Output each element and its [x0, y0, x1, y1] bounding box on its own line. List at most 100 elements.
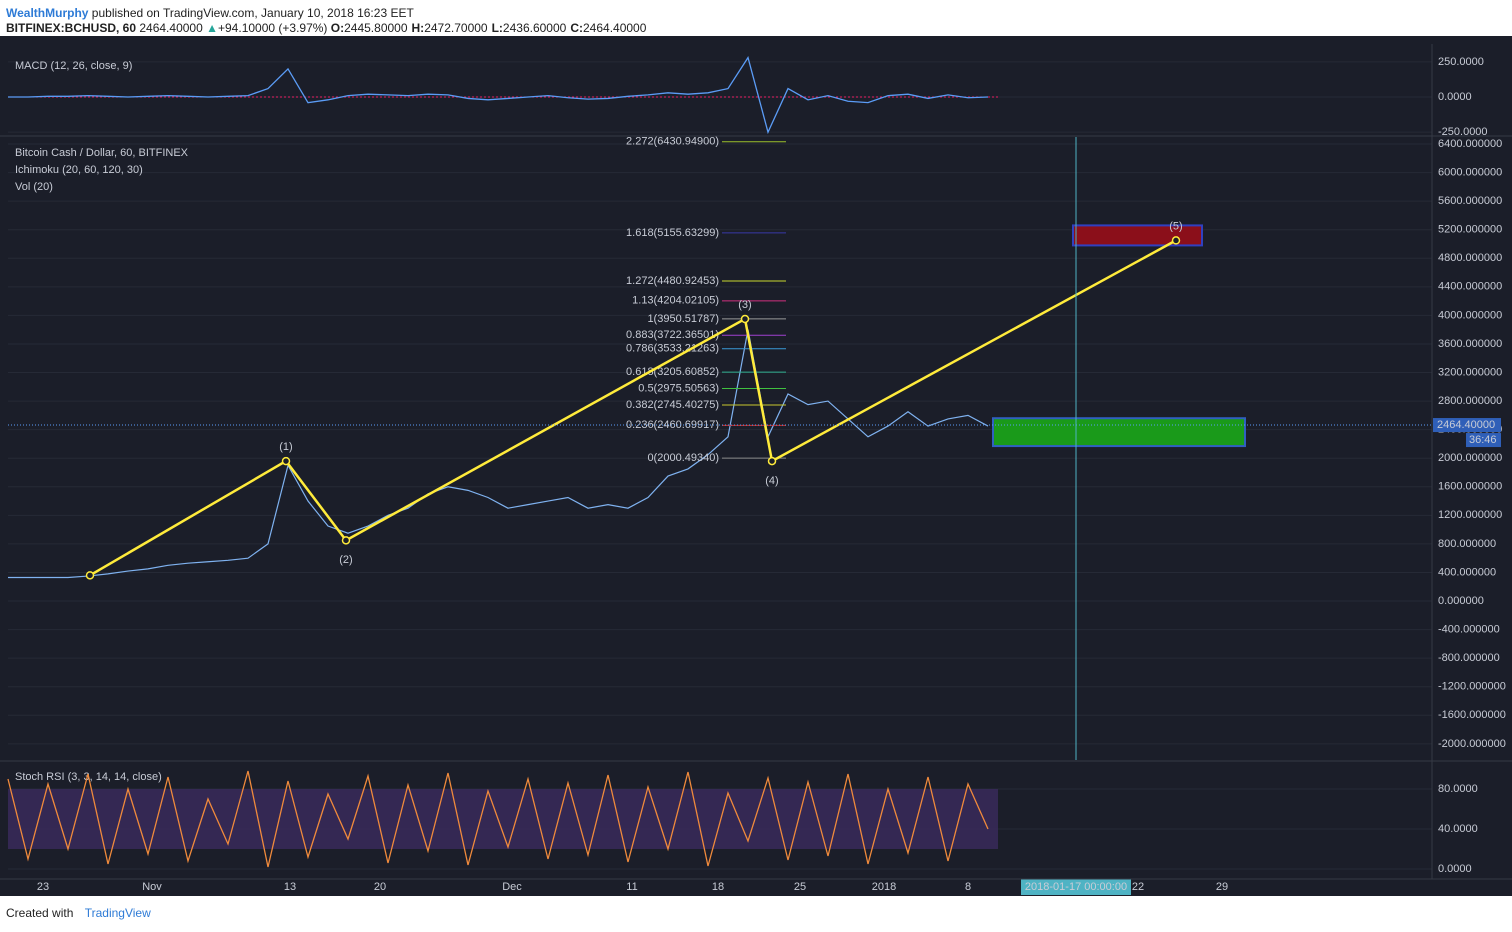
last-price-label: 2464.40000: [1437, 419, 1495, 431]
indicator-line: [7, 770, 989, 868]
background: [0, 36, 1512, 896]
wave-line: [89, 239, 1177, 577]
wave-label: (5): [1169, 220, 1182, 232]
published: published on TradingView.com, January 10…: [91, 6, 414, 20]
x-tick-label: 2018: [872, 881, 896, 893]
ohlc-label: H:: [411, 21, 425, 35]
crosshair-tag: [1021, 879, 1131, 895]
fib-label: 1.618(5155.63299): [626, 227, 719, 239]
x-tick-label: 8: [965, 881, 971, 893]
y-tick-label: 250.0000: [1438, 56, 1484, 68]
y-tick-label: 3600.000000: [1438, 338, 1502, 350]
ohlc-label: O:: [330, 21, 345, 35]
wave-point: [85, 571, 95, 580]
indicator-title: Vol (20): [15, 181, 53, 193]
x-tick-label: 22: [1132, 881, 1144, 893]
ohlc: O:2445.80000 H:2472.70000 L:2436.60000 C:24…: [331, 21, 651, 35]
fib-label: 1.272(4480.92453): [626, 275, 719, 287]
y-tick-label: -1600.000000: [1438, 709, 1506, 721]
countdown: 36:46: [1469, 434, 1497, 446]
y-tick-label: -800.000000: [1438, 652, 1500, 664]
wave-point: [767, 456, 777, 466]
ohlc-label: L:: [491, 21, 503, 35]
x-tick-label: 13: [284, 881, 296, 893]
y-tick-label: 1200.000000: [1438, 509, 1502, 521]
symbol-line: BITFINEX:BCHUSD, 60 2464.40000 ▲+94.1000…: [6, 19, 650, 38]
fib-label: 0.382(2745.40275): [626, 399, 719, 411]
target-zone: [1072, 224, 1203, 247]
fib-label: 1(3950.51787): [647, 313, 719, 325]
target-zone: [992, 417, 1246, 448]
last-price-tag: [1433, 418, 1501, 433]
y-tick-label: 2800.000000: [1438, 395, 1502, 407]
ohlc-value: 2464.40000: [583, 21, 647, 35]
x-tick-label: 18: [712, 881, 724, 893]
y-tick-label: 40.0000: [1438, 823, 1478, 835]
y-tick-label: 2000.000000: [1438, 452, 1502, 464]
header: WealthMurphy published on TradingView.co…: [6, 4, 650, 42]
countdown-tag: [1466, 433, 1501, 448]
x-tick-label: 11: [626, 881, 637, 893]
y-tick-label: 400.000000: [1438, 566, 1496, 578]
y-tick-label: 0.0000: [1438, 863, 1472, 875]
wave-label: (2): [339, 554, 352, 566]
time-axis: [0, 879, 1512, 896]
created: Created with: [6, 906, 74, 920]
y-tick-label: 5200.000000: [1438, 224, 1502, 236]
y-tick-label: 0.0000: [1438, 91, 1472, 103]
wave-label: (1): [279, 441, 292, 453]
fib-label: 0.618(3205.60852): [626, 366, 719, 378]
y-tick-label: 4400.000000: [1438, 281, 1502, 293]
y-tick-label: 4000.000000: [1438, 309, 1502, 321]
y-tick-label: -250.0000: [1438, 126, 1488, 138]
x-tick-label: 29: [1216, 881, 1228, 893]
fib-label: 1.13(4204.02105): [632, 295, 719, 307]
y-tick-label: -2000.000000: [1438, 738, 1506, 750]
y-tick-label: 0.000000: [1438, 595, 1484, 607]
y-tick-label: 80.0000: [1438, 783, 1478, 795]
fib-label: 2.272(6430.94900): [626, 136, 719, 148]
fib-label: 0.236(2460.69917): [626, 419, 719, 431]
symbol: BITFINEX:BCHUSD, 60: [6, 21, 137, 35]
indicator-title: Ichimoku (20, 60, 120, 30): [15, 164, 143, 176]
author[interactable]: WealthMurphy: [6, 6, 89, 20]
fib-label: 0.883(3722.36501): [626, 329, 719, 341]
ohlc-label: C:: [570, 21, 583, 35]
change: +94.10000 (+3.97%): [218, 21, 328, 35]
y-tick-label: -400.000000: [1438, 624, 1500, 636]
x-tick-label: Nov: [142, 881, 162, 893]
panel-title: Bitcoin Cash / Dollar, 60, BITFINEX: [15, 147, 189, 159]
brand[interactable]: TradingView: [84, 906, 151, 920]
indicator-line: [8, 56, 989, 135]
wave-point: [341, 536, 351, 545]
y-tick-label: 800.000000: [1438, 538, 1496, 550]
wave-point: [740, 314, 750, 324]
y-tick-label: 6400.000000: [1438, 138, 1502, 150]
y-tick-label: -1200.000000: [1438, 681, 1506, 693]
footer: Created with TradingView: [6, 906, 151, 920]
panel-title: MACD (12, 26, close, 9): [15, 60, 132, 72]
wave-point: [281, 456, 291, 466]
crosshair-label: 2018-01-17 00:00:00: [1025, 881, 1127, 893]
x-tick-label: Dec: [502, 881, 522, 893]
author-line: WealthMurphy published on TradingView.co…: [6, 4, 650, 23]
y-tick-label: 1600.000000: [1438, 481, 1502, 493]
fib-label: 0(2000.49340): [647, 452, 719, 464]
fib-label: 0.5(2975.50563): [638, 382, 719, 394]
wave-point: [1171, 236, 1181, 245]
y-tick-label: 4800.000000: [1438, 252, 1502, 264]
y-tick-label: 3200.000000: [1438, 366, 1502, 378]
x-tick-label: 25: [794, 881, 806, 893]
ohlc-value: 2472.70000: [424, 21, 488, 35]
last: 2464.40000: [139, 21, 203, 35]
arrow: ▲: [206, 21, 218, 35]
ohlc-value: 2436.60000: [502, 21, 567, 35]
wave-label: (3): [738, 299, 751, 311]
price-line: [8, 329, 989, 579]
fib-label: 0.786(3533.21263): [626, 343, 719, 355]
x-tick-label: 20: [374, 881, 386, 893]
y-tick-label: 5600.000000: [1438, 195, 1502, 207]
y-tick-label: 6000.000000: [1438, 166, 1502, 178]
